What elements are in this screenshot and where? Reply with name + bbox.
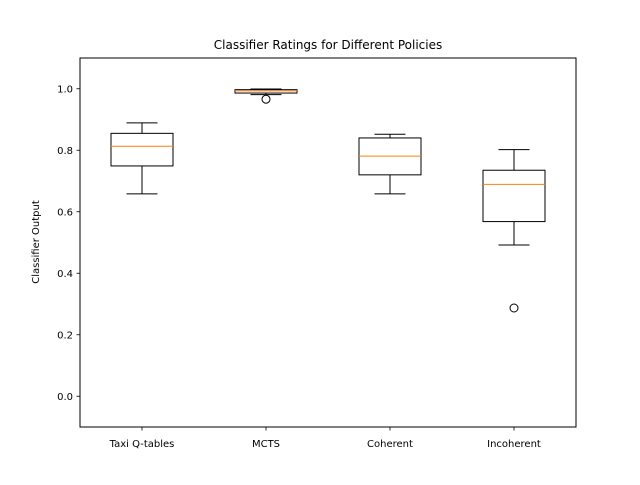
x-tick-label: Incoherent <box>487 439 541 450</box>
x-tick-label: Taxi Q-tables <box>109 439 175 450</box>
outlier-point <box>509 303 519 313</box>
y-tick-label: 0.8 <box>57 146 73 157</box>
box-3 <box>358 133 422 195</box>
iqr-box <box>482 169 546 223</box>
box-1 <box>110 122 174 195</box>
axes-frame <box>79 57 577 428</box>
y-axis-label: Classifier Output <box>31 200 42 284</box>
box-4 <box>482 149 546 313</box>
x-tick-label: Coherent <box>367 439 413 450</box>
chart-title: Classifier Ratings for Different Policie… <box>214 38 442 52</box>
y-tick-label: 1.0 <box>57 84 73 95</box>
y-tick-label: 0.0 <box>57 392 73 403</box>
plot-area: 0.0 0.2 0.4 0.6 0.8 1.0 Taxi Q-tables MCTS Coher… <box>57 84 546 450</box>
iqr-box <box>110 132 174 167</box>
y-tick-label: 0.4 <box>57 269 73 280</box>
box-2 <box>234 88 298 104</box>
outlier-point <box>261 94 271 104</box>
y-tick-label: 0.2 <box>57 330 73 341</box>
y-tick-label: 0.6 <box>57 207 73 218</box>
x-tick-label: MCTS <box>252 439 280 450</box>
